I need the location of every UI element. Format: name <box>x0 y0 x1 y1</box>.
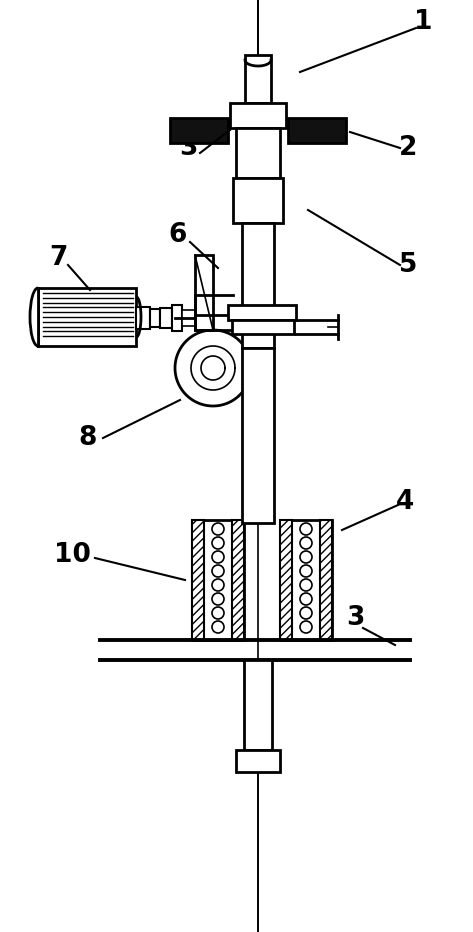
Bar <box>236 750 280 772</box>
Text: 8: 8 <box>79 425 97 451</box>
Bar <box>233 178 283 223</box>
Circle shape <box>300 621 312 633</box>
Bar <box>245 55 271 103</box>
Polygon shape <box>175 330 251 406</box>
Bar <box>280 520 292 640</box>
Bar <box>192 520 204 640</box>
Circle shape <box>212 607 224 619</box>
Circle shape <box>300 537 312 549</box>
Circle shape <box>300 579 312 591</box>
Bar <box>280 520 332 640</box>
Bar <box>38 288 136 346</box>
Bar <box>170 118 228 143</box>
Circle shape <box>300 607 312 619</box>
Circle shape <box>300 565 312 577</box>
Bar <box>236 128 280 178</box>
Circle shape <box>212 523 224 535</box>
Bar <box>182 310 212 326</box>
Bar <box>242 348 274 523</box>
Text: 3: 3 <box>346 605 364 631</box>
Circle shape <box>212 579 224 591</box>
Circle shape <box>212 593 224 605</box>
Bar <box>150 309 160 327</box>
Bar <box>288 118 346 143</box>
Bar <box>244 660 272 750</box>
Bar <box>172 305 182 331</box>
Text: 1: 1 <box>414 9 432 35</box>
Text: 3: 3 <box>179 135 197 161</box>
Text: 7: 7 <box>49 245 67 271</box>
Bar <box>320 520 332 640</box>
Circle shape <box>212 551 224 563</box>
Text: 10: 10 <box>53 542 90 568</box>
Bar <box>136 307 150 329</box>
Bar <box>228 305 296 320</box>
Circle shape <box>212 537 224 549</box>
Circle shape <box>300 593 312 605</box>
Bar <box>242 223 274 348</box>
Bar <box>232 520 244 640</box>
Circle shape <box>212 621 224 633</box>
Text: 6: 6 <box>169 222 187 248</box>
Text: 2: 2 <box>399 135 417 161</box>
Bar <box>160 308 172 328</box>
Bar <box>230 103 286 128</box>
Circle shape <box>300 551 312 563</box>
Text: 4: 4 <box>396 489 414 515</box>
Bar <box>30 288 38 346</box>
Bar <box>232 320 294 334</box>
Bar <box>195 255 213 330</box>
Circle shape <box>212 565 224 577</box>
Text: 5: 5 <box>399 252 417 278</box>
Circle shape <box>300 523 312 535</box>
Bar <box>192 520 244 640</box>
